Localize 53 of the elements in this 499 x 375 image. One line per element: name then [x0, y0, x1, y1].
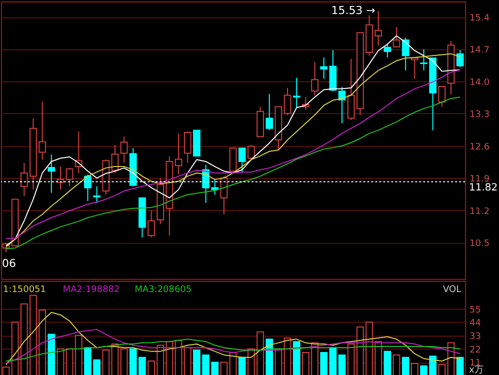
candlestick [402, 37, 410, 71]
text: MA3:208605 [134, 284, 192, 295]
y-tick-label: 14.0 [470, 78, 490, 88]
candlestick [329, 50, 337, 92]
candlestick [84, 174, 92, 202]
candlestick [93, 186, 100, 204]
bar [402, 356, 410, 375]
y-tick-label: 13.3 [470, 110, 490, 120]
candlestick [66, 167, 74, 187]
annotation: VOL [443, 284, 462, 295]
candlestick [184, 131, 192, 164]
candlestick [410, 57, 418, 80]
text: 1:150051 [2, 284, 46, 295]
y-tick-label: 22 [470, 345, 481, 356]
line-series [5, 312, 461, 366]
candlestick [148, 210, 155, 238]
candlestick [292, 77, 300, 108]
candlestick [229, 148, 237, 174]
bar [48, 334, 56, 375]
annotation: 06 [2, 257, 16, 270]
candlestick [174, 132, 182, 175]
bar [238, 356, 246, 375]
bar [320, 352, 328, 375]
candlestick [438, 86, 446, 108]
candlestick [266, 93, 274, 131]
line-series [5, 338, 461, 362]
y-tick-label: 55 [470, 305, 481, 316]
candlestick [48, 154, 56, 194]
candlestick [238, 148, 246, 174]
y-tick-label: 44 [470, 318, 482, 329]
y-tick-label: 11.2 [470, 206, 490, 217]
candlestick [456, 50, 464, 68]
bar [292, 341, 300, 375]
text: MA2:198882 [62, 284, 120, 295]
y-tick-label: 15.4 [470, 14, 490, 24]
candlestick [120, 136, 128, 164]
ref-line-label: 11.82 [469, 182, 498, 194]
y-tick-label: 14.7 [470, 46, 490, 56]
candlestick [248, 144, 255, 160]
candlestick [311, 62, 318, 96]
candlestick [320, 57, 328, 80]
y-tick-label: 10.5 [470, 238, 490, 249]
y-tick-label: 12.6 [470, 142, 490, 152]
candlestick [384, 44, 392, 58]
y-tick-label: 33 [470, 332, 481, 342]
candlestick [284, 87, 292, 116]
candlestick [392, 26, 400, 48]
bar [338, 354, 346, 375]
bar [384, 350, 392, 375]
line-series [5, 328, 461, 364]
bar [329, 347, 337, 375]
annotation: 15.53 → [331, 4, 376, 18]
bar [456, 356, 464, 375]
